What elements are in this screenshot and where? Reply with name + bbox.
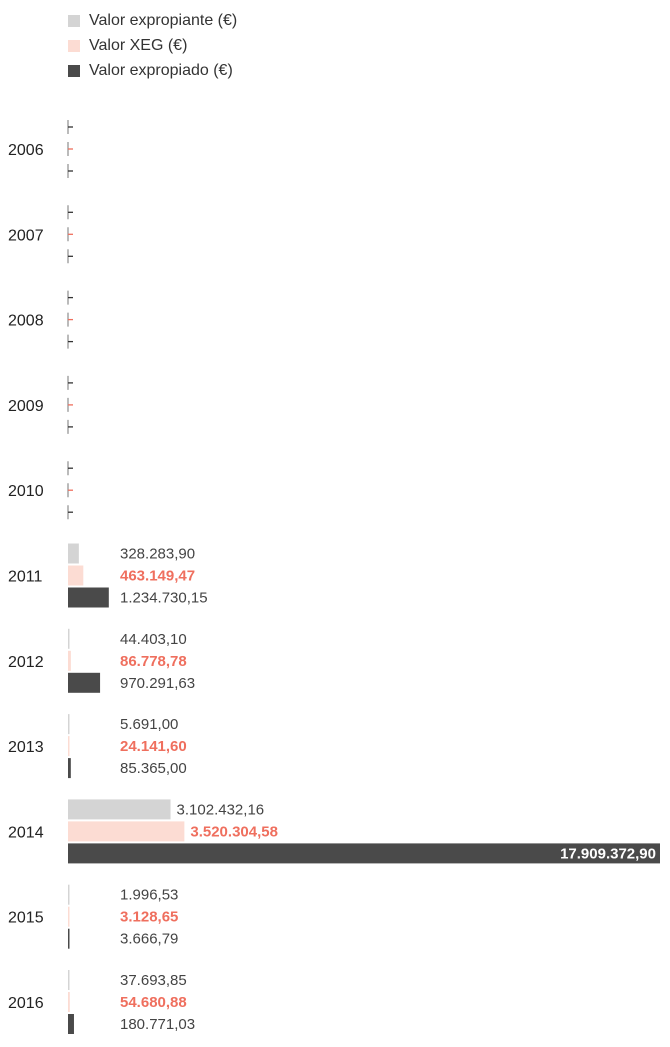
data-label: 24.141,60: [120, 738, 187, 755]
bar-xeg-2014: [68, 821, 185, 842]
bar-xeg-2016: [68, 992, 70, 1012]
year-group-2012: 2012 44.403,10 86.778,78 970.291,63: [8, 628, 195, 693]
bar-xeg-2012: [68, 650, 71, 671]
legend-swatch-icon: [68, 64, 80, 77]
data-label: 54.680,88: [120, 994, 187, 1011]
year-group-2007: 2007: [8, 205, 73, 264]
data-label: 3.666,79: [120, 931, 178, 948]
legend-item: Valor expropiante (€): [68, 8, 237, 33]
year-label: 2013: [8, 739, 44, 756]
data-label: 86.778,78: [120, 653, 187, 670]
bar-expropiado-2011: [68, 587, 109, 608]
data-label: 1.996,53: [120, 887, 178, 904]
bar-expropiado-2012: [68, 672, 101, 693]
chart-legend: Valor expropiante (€) Valor XEG (€) Valor …: [68, 8, 237, 83]
year-group-2013: 2013 5.691,00 24.141,60 85.365,00: [8, 714, 187, 779]
data-label: 328.283,90: [120, 546, 195, 563]
bar-expropiado-2015: [68, 928, 70, 949]
bar-expropiante-2014: [68, 799, 171, 820]
legend-item: Valor XEG (€): [68, 33, 237, 58]
legend-label: Valor expropiante (€): [89, 11, 238, 29]
data-label: 1.234.730,15: [120, 590, 208, 607]
year-group-2016: 2016 37.693,85 54.680,88 180.771,03: [8, 970, 195, 1034]
year-label: 2010: [8, 483, 44, 500]
data-label: 5.691,00: [120, 716, 178, 733]
year-group-2011: 2011 328.283,90 463.149,47 1.234.730,15: [8, 543, 208, 608]
bar-xeg-2015: [68, 906, 70, 927]
year-group-2010: 2010: [8, 461, 73, 520]
data-label: 3.128,65: [120, 909, 178, 926]
year-label: 2008: [8, 313, 44, 330]
year-label: 2012: [8, 654, 44, 671]
data-label: 37.693,85: [120, 972, 187, 989]
bar-xeg-2013: [68, 736, 70, 757]
data-label: 17.909.372,90: [560, 845, 656, 862]
year-label: 2007: [8, 227, 44, 244]
year-group-2006: 2006: [8, 120, 73, 178]
bar-expropiante-2015: [68, 884, 70, 905]
bar-expropiante-2011: [68, 543, 79, 564]
legend-item: Valor expropiado (€): [68, 58, 237, 83]
data-label: 180.771,03: [120, 1016, 195, 1033]
data-label: 463.149,47: [120, 568, 195, 585]
legend-label: Valor XEG (€): [89, 36, 188, 54]
data-label: 44.403,10: [120, 631, 187, 648]
bar-xeg-2011: [68, 565, 84, 586]
data-label: 970.291,63: [120, 675, 195, 692]
year-label: 2016: [8, 995, 44, 1012]
year-label: 2011: [8, 569, 43, 586]
legend-swatch-icon: [68, 14, 80, 27]
year-label: 2014: [8, 824, 44, 841]
bar-expropiante-2016: [68, 970, 70, 990]
year-group-2009: 2009: [8, 375, 73, 434]
year-label: 2015: [8, 910, 44, 927]
bar-expropiante-2012: [68, 628, 70, 649]
bar-expropiado-2014: [68, 843, 660, 864]
legend-label: Valor expropiado (€): [89, 61, 233, 79]
legend-swatch-icon: [68, 39, 80, 52]
year-group-2008: 2008: [8, 290, 73, 349]
data-label: 85.365,00: [120, 760, 187, 777]
bar-expropiante-2013: [68, 714, 70, 735]
year-group-2014: 2014 3.102.432,16 3.520.304,58 17.909.372,9…: [8, 799, 660, 864]
year-group-2015: 2015 1.996,53 3.128,65 3.666,79: [8, 884, 178, 949]
bar-expropiado-2013: [68, 758, 71, 779]
year-label: 2009: [8, 398, 44, 415]
year-label: 2006: [8, 142, 44, 159]
data-label: 3.520.304,58: [190, 823, 278, 840]
data-label: 3.102.432,16: [177, 801, 265, 818]
bar-expropiado-2016: [68, 1014, 74, 1034]
